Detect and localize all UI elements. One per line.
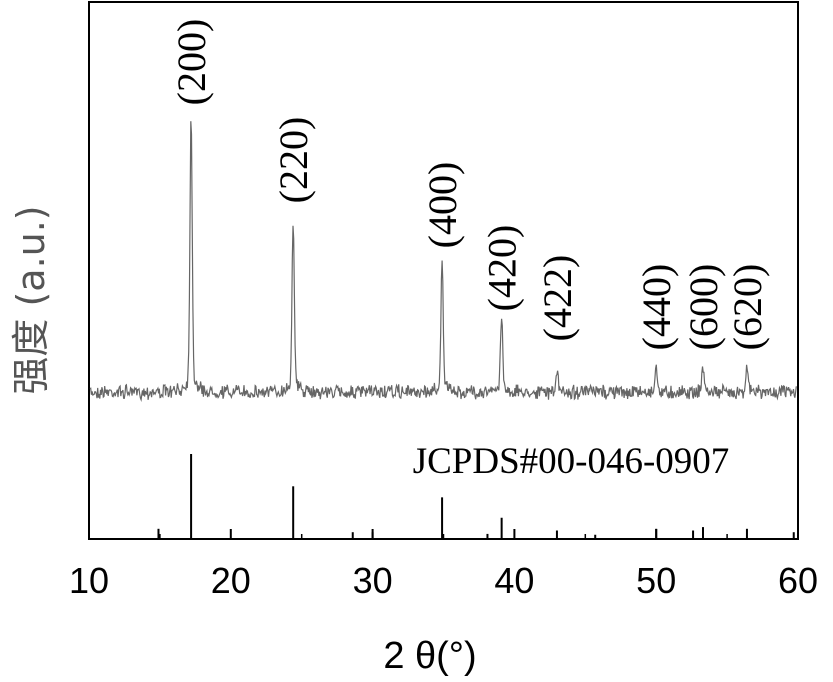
peak-label-7: (620): [725, 264, 770, 351]
peak-label-1: (220): [271, 117, 316, 204]
peak-label-6: (600): [681, 264, 726, 351]
x-tick-label-50: 50: [636, 560, 676, 601]
reference-label: JCPDS#00-046-0907: [413, 441, 730, 482]
peak-label-0: (200): [169, 19, 214, 106]
x-tick-label-10: 10: [69, 560, 109, 601]
peak-label-5: (440): [634, 264, 679, 351]
x-tick-label-40: 40: [494, 560, 534, 601]
y-axis-title: 强度 (a.u.): [9, 205, 53, 394]
x-tick-label-60: 60: [778, 560, 818, 601]
peak-labels: (200) (220) (400) (420)(422) (440)(600)(620): [169, 19, 770, 351]
peak-label-3: (420): [480, 225, 525, 312]
peak-label-2: (400): [420, 162, 465, 249]
x-tick-label-30: 30: [353, 560, 393, 601]
x-tick-label-20: 20: [211, 560, 251, 601]
x-axis-title: 2 θ(°): [383, 635, 476, 677]
peak-label-4: (422): [535, 255, 580, 342]
